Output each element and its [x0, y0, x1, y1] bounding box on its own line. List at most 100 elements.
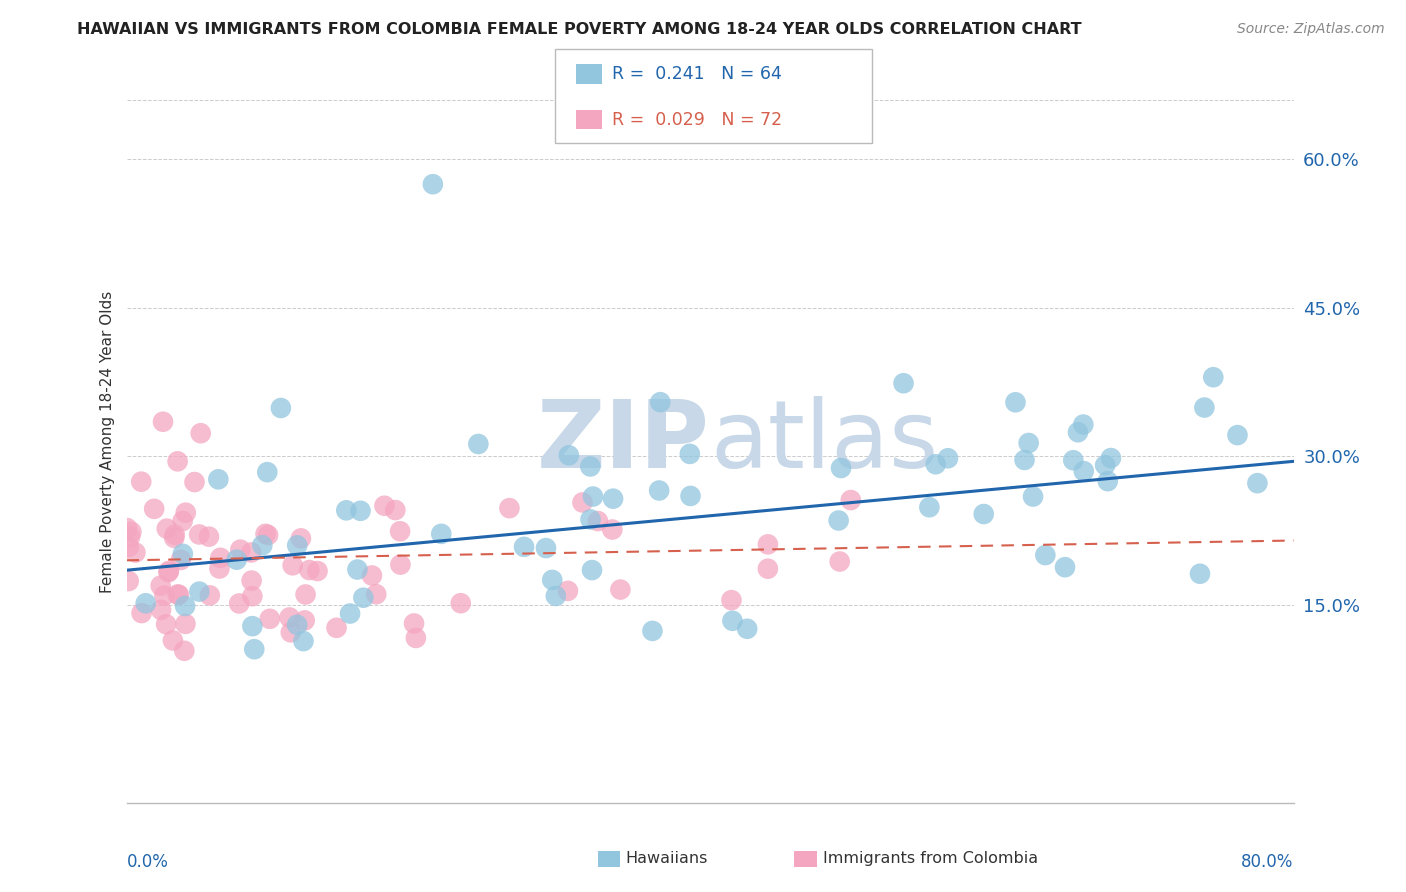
Point [166, 454, 188, 468]
Point [973, 507, 995, 521]
Point [294, 587, 316, 601]
Point [118, 540, 141, 554]
Point [152, 415, 174, 429]
Point [198, 588, 221, 602]
Point [641, 624, 664, 638]
Point [389, 524, 412, 539]
Point [124, 545, 146, 559]
Point [839, 493, 862, 508]
Point [208, 561, 231, 575]
Text: Hawaiians: Hawaiians [626, 852, 709, 866]
Point [156, 522, 179, 536]
Point [290, 532, 312, 546]
Point [1194, 401, 1216, 415]
Point [153, 589, 176, 603]
Point [1226, 428, 1249, 442]
Point [1073, 417, 1095, 432]
Point [339, 607, 361, 621]
Point [1062, 453, 1084, 467]
Point [167, 588, 190, 602]
Y-axis label: Female Poverty Among 18-24 Year Olds: Female Poverty Among 18-24 Year Olds [100, 291, 115, 592]
Point [557, 583, 579, 598]
Point [135, 596, 157, 610]
Point [166, 587, 188, 601]
Point [256, 465, 278, 479]
Point [157, 564, 180, 578]
Point [183, 475, 205, 489]
Point [579, 459, 602, 474]
Point [173, 644, 195, 658]
Point [648, 483, 671, 498]
Point [581, 563, 603, 577]
Point [936, 451, 959, 466]
Point [346, 562, 368, 576]
Point [1073, 464, 1095, 478]
Point [352, 591, 374, 605]
Point [335, 503, 357, 517]
Point [1022, 490, 1045, 504]
Point [650, 395, 672, 409]
Point [720, 593, 742, 607]
Point [257, 528, 280, 542]
Point [450, 596, 472, 610]
Point [225, 552, 247, 566]
Point [513, 540, 536, 554]
Point [270, 401, 292, 415]
Point [294, 613, 316, 627]
Point [240, 545, 263, 559]
Text: 80.0%: 80.0% [1241, 854, 1294, 871]
Text: Immigrants from Colombia: Immigrants from Colombia [823, 852, 1038, 866]
Point [579, 512, 602, 526]
Point [361, 568, 384, 582]
Point [170, 553, 193, 567]
Point [1097, 474, 1119, 488]
Point [240, 589, 263, 603]
Point [602, 491, 624, 506]
Point [467, 437, 489, 451]
Point [366, 587, 388, 601]
Point [721, 614, 744, 628]
Point [162, 633, 184, 648]
Point [174, 599, 197, 613]
Point [1033, 548, 1056, 562]
Point [229, 542, 252, 557]
Point [292, 634, 315, 648]
Point [756, 537, 779, 551]
Point [405, 631, 427, 645]
Point [209, 550, 232, 565]
Point [307, 564, 329, 578]
Point [918, 500, 941, 515]
Point [830, 461, 852, 475]
Point [129, 475, 152, 489]
Point [285, 538, 308, 552]
Point [155, 617, 177, 632]
Point [281, 558, 304, 573]
Point [228, 597, 250, 611]
Text: atlas: atlas [710, 395, 938, 488]
Point [1099, 451, 1122, 466]
Point [252, 538, 274, 552]
Point [498, 501, 520, 516]
Point [150, 603, 173, 617]
Point [163, 531, 186, 545]
Point [1053, 560, 1076, 574]
Point [756, 562, 779, 576]
Point [544, 589, 567, 603]
Point [1067, 425, 1090, 440]
Point [1014, 453, 1036, 467]
Point [389, 558, 412, 572]
Text: R =  0.029   N = 72: R = 0.029 N = 72 [612, 111, 782, 128]
Point [582, 490, 605, 504]
Point [285, 617, 308, 632]
Point [172, 547, 194, 561]
Point [254, 526, 277, 541]
Point [280, 625, 302, 640]
Point [586, 514, 609, 528]
Point [679, 447, 702, 461]
Point [242, 619, 264, 633]
Point [1246, 476, 1268, 491]
Point [893, 376, 915, 391]
Point [188, 584, 211, 599]
Point [240, 574, 263, 588]
Point [115, 521, 138, 535]
